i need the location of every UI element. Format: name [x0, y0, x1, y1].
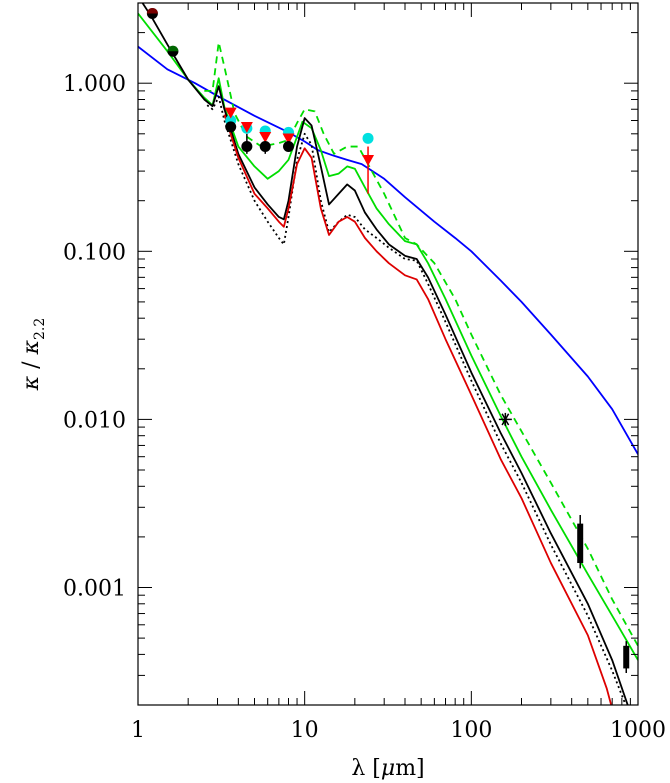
x-tick-label: 10 [291, 718, 319, 743]
y-tick-label: 0.010 [63, 408, 126, 433]
green-solid-curve [138, 12, 638, 661]
y-axis-label-subscript: 2.2 [32, 318, 48, 340]
upper-limit-point-5 [224, 107, 237, 119]
y-axis-label: κ / κ2.2 [19, 318, 48, 392]
x-tick-label: 1000 [610, 718, 666, 743]
upper-limit-point-17 [362, 155, 375, 166]
x-tick-label: 1 [131, 718, 145, 743]
black-dotted-curve [206, 95, 627, 705]
x-tick-label: 100 [450, 718, 492, 743]
marker-layer [146, 7, 630, 674]
blue-curve [138, 45, 638, 455]
star-point-18 [498, 412, 512, 426]
data-point-9 [241, 141, 253, 153]
y-axis-label-kappa: κ [19, 375, 44, 391]
tick-labels: 1 10 100 1000 0.001 0.010 0.100 1.000 [63, 72, 666, 743]
x-axis-label-main: λ [ [351, 756, 381, 781]
data-point-overlay-3 [167, 45, 179, 52]
data-point-15 [283, 141, 295, 153]
series-layer [138, 3, 638, 705]
plot-frame [137, 2, 639, 706]
black-solid-curve [141, 3, 629, 705]
tick-layer [137, 2, 639, 706]
red-curve [223, 114, 613, 705]
upper-limit-point-8 [240, 122, 253, 133]
data-point-overlay-1 [146, 7, 158, 14]
upper-limit-point-14 [282, 133, 295, 145]
data-point-6 [225, 121, 237, 133]
y-axis-label-slash: / [19, 354, 44, 375]
data-point-12 [259, 141, 271, 153]
x-axis-label-mu: μ [381, 756, 395, 781]
x-axis-label-rest: m] [395, 756, 424, 781]
y-tick-label: 0.001 [63, 577, 126, 602]
y-tick-label: 0.100 [63, 240, 126, 265]
data-point-16 [362, 132, 374, 144]
upper-limit-point-11 [259, 131, 272, 143]
y-tick-label: 1.000 [63, 72, 126, 97]
y-axis-label-kappa2: κ [19, 339, 44, 355]
x-axis-label: λ [μm] [351, 756, 424, 781]
